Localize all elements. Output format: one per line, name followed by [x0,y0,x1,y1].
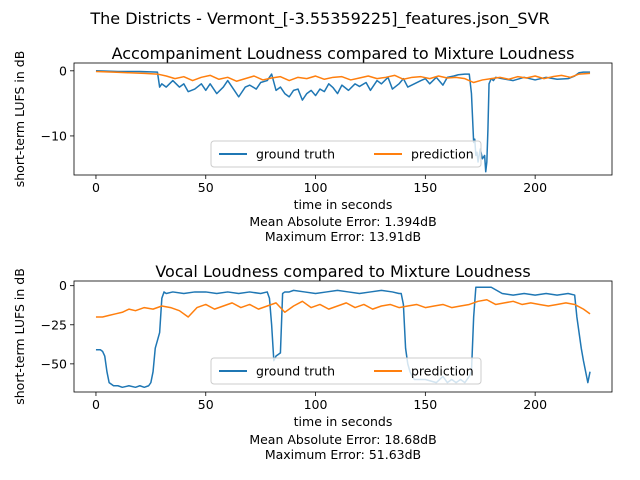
x-tick-label: 100 [304,180,328,195]
y-tick-label: −50 [41,356,67,371]
plot-frame [73,62,613,176]
x-tick-label: 100 [304,397,328,412]
x-tick-label: 0 [92,397,100,412]
x-tick-label: 200 [523,397,547,412]
chart-vocal: Vocal Loudness compared to Mixture Loudn… [12,262,613,462]
x-axis-label: time in seconds [294,197,393,212]
stat-line: Mean Absolute Error: 1.394dB [249,214,436,229]
chart-accompaniment: Accompaniment Loudness compared to Mixtu… [12,44,613,244]
legend: ground truth prediction [210,140,482,168]
series-line-ground-truth [95,286,591,389]
chart-title: Vocal Loudness compared to Mixture Loudn… [155,262,530,281]
legend-label: prediction [411,364,474,379]
legend-box [210,140,482,168]
series-line-prediction [95,70,591,84]
x-tick-label: 200 [523,180,547,195]
x-tick-label: 50 [198,397,214,412]
stat-line: Maximum Error: 13.91dB [265,229,421,244]
x-tick-label: 150 [413,397,437,412]
y-tick-label: −10 [41,128,67,143]
chart-title: Accompaniment Loudness compared to Mixtu… [112,44,575,63]
y-tick-label: −25 [41,317,67,332]
x-tick-label: 0 [92,180,100,195]
y-axis-label: short-term LUFS in dB [12,268,27,405]
legend-label: prediction [411,147,474,162]
x-tick-label: 50 [198,180,214,195]
legend-label: ground truth [256,147,335,162]
series-line-ground-truth [95,70,591,173]
stat-line: Mean Absolute Error: 18.68dB [249,432,436,447]
x-axis-label: time in seconds [294,414,393,429]
figure-suptitle: The Districts - Vermont_[-3.55359225]_fe… [89,9,549,29]
legend-box [210,357,482,385]
series-line-prediction [95,299,591,318]
legend-label: ground truth [256,364,335,379]
legend: ground truth prediction [210,357,482,385]
x-tick-label: 150 [413,180,437,195]
plot-frame [73,280,613,393]
y-axis-label: short-term LUFS in dB [12,51,27,188]
stat-line: Maximum Error: 51.63dB [265,447,421,462]
y-tick-label: 0 [59,278,67,293]
y-tick-label: 0 [59,63,67,78]
